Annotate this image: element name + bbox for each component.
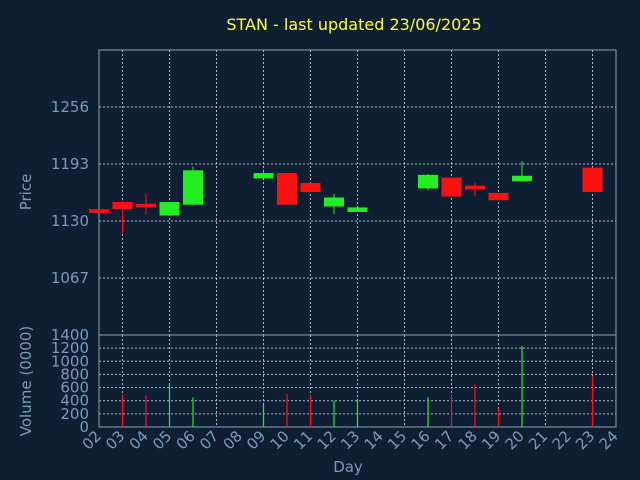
candle-body: [324, 197, 344, 207]
x-tick-label: 23: [572, 427, 598, 453]
candle: [277, 173, 297, 205]
x-tick-label: 11: [290, 427, 316, 453]
x-tick-label: 19: [478, 427, 504, 453]
volume-tick-label: 200: [60, 405, 89, 423]
x-tick-label: 24: [596, 427, 622, 453]
candle: [89, 209, 109, 213]
x-tick-label: 09: [243, 427, 269, 453]
x-tick-label: 07: [196, 427, 222, 453]
x-tick-label: 22: [549, 427, 575, 453]
candle: [347, 207, 368, 212]
x-tick-label: 18: [455, 427, 481, 453]
candle-body: [183, 170, 203, 205]
candle: [159, 202, 180, 216]
x-tick-label: 05: [149, 427, 175, 453]
x-tick-label: 16: [408, 427, 434, 453]
x-tick-label: 15: [384, 427, 410, 453]
candle: [418, 173, 438, 191]
x-tick-label: 17: [431, 427, 457, 453]
candle-body: [441, 177, 462, 197]
candle: [253, 171, 274, 179]
candle-body: [253, 173, 274, 179]
candle: [465, 183, 485, 196]
price-plot-frame: [98, 49, 617, 336]
candle-body: [582, 167, 603, 193]
candle-body: [465, 185, 485, 190]
x-axis-label: Day: [333, 458, 363, 476]
candle-body: [347, 207, 368, 212]
candle-body: [89, 209, 109, 213]
x-tick-label: 21: [525, 427, 551, 453]
price-tick-label: 1256: [51, 98, 89, 116]
x-tick-label: 14: [361, 427, 387, 453]
x-tick-label: 13: [337, 427, 363, 453]
chart-title: STAN - last updated 23/06/2025: [226, 15, 481, 34]
volume-tick-label: 600: [60, 379, 89, 397]
candle: [183, 166, 203, 205]
x-tick-label: 03: [102, 427, 128, 453]
volume-axis-label: Volume (0000): [17, 326, 35, 436]
candle-body: [136, 203, 156, 208]
price-gridlines: [99, 50, 616, 335]
volume-tick-label: 800: [60, 365, 89, 383]
candle: [136, 193, 156, 215]
x-tick-label: 06: [173, 427, 199, 453]
volume-tick-label: 1000: [51, 352, 89, 370]
candle: [324, 193, 344, 214]
price-tick-label: 1193: [51, 155, 89, 173]
price-y-ticks: 1067 1130 1193 1256: [51, 98, 89, 287]
candle-body: [277, 173, 297, 205]
candle-body: [488, 192, 509, 201]
price-axis-label: Price: [17, 174, 35, 211]
x-tick-label: 20: [502, 427, 528, 453]
candle: [582, 167, 603, 193]
candle: [512, 161, 532, 182]
x-tick-label: 10: [267, 427, 293, 453]
candlesticks: [89, 161, 603, 234]
x-tick-label: 08: [220, 427, 246, 453]
volume-tick-label: 1200: [51, 339, 89, 357]
candle-body: [112, 202, 133, 210]
candle-body: [159, 202, 180, 216]
volume-bars: [121, 346, 594, 427]
candle: [300, 183, 321, 193]
volume-tick-label: 0: [79, 418, 89, 436]
x-axis-ticks: 0203040506070809101112131415161718192021…: [79, 427, 622, 453]
price-tick-label: 1067: [51, 269, 89, 287]
volume-tick-label: 400: [60, 392, 89, 410]
volume-tick-label: 1400: [51, 326, 89, 344]
x-tick-label: 12: [314, 427, 340, 453]
price-tick-label: 1130: [51, 212, 89, 230]
candle-body: [300, 183, 321, 193]
candle: [488, 192, 509, 201]
x-tick-label: 04: [126, 427, 152, 453]
candle-body: [512, 175, 532, 182]
candle: [112, 201, 133, 234]
candle-body: [418, 174, 438, 189]
candle: [441, 177, 462, 197]
